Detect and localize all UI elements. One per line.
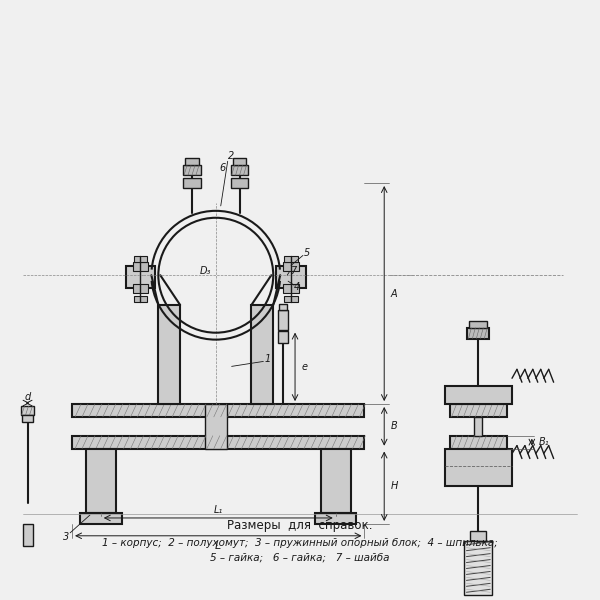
Bar	[183, 178, 201, 188]
Bar	[72, 404, 364, 417]
Bar	[278, 310, 288, 330]
Text: 4: 4	[294, 282, 300, 292]
Bar	[449, 436, 507, 449]
Bar	[284, 296, 298, 302]
Bar	[133, 262, 148, 271]
Bar	[283, 262, 299, 271]
Bar	[183, 165, 201, 175]
Bar	[449, 404, 507, 417]
Bar	[279, 304, 287, 310]
Bar	[467, 328, 489, 338]
Text: d: d	[25, 392, 31, 402]
Bar	[185, 158, 199, 165]
Text: Размеры  для  справок.: Размеры для справок.	[227, 520, 373, 532]
Bar	[125, 266, 155, 288]
Bar	[475, 417, 482, 436]
Text: A: A	[391, 289, 397, 299]
Text: 5: 5	[304, 248, 310, 259]
Bar	[80, 513, 122, 524]
Text: B₁: B₁	[538, 437, 549, 447]
Bar	[284, 256, 298, 262]
Text: B: B	[391, 421, 397, 431]
Bar	[469, 321, 487, 328]
Bar	[20, 406, 34, 415]
Text: 7: 7	[290, 266, 296, 276]
Text: 1 – корпус;  2 – полухомут;  3 – пружинный опорный блок;  4 – шпилька;: 1 – корпус; 2 – полухомут; 3 – пружинный…	[102, 538, 498, 548]
Bar	[278, 331, 288, 343]
Text: L: L	[215, 541, 221, 551]
Bar	[158, 305, 180, 404]
Text: D₃: D₃	[200, 266, 212, 276]
Text: 2: 2	[227, 151, 234, 161]
Bar	[22, 415, 34, 422]
Bar	[445, 386, 512, 404]
Bar	[134, 256, 148, 262]
Bar	[445, 449, 512, 486]
Bar	[72, 436, 364, 449]
Bar	[276, 266, 306, 288]
Bar	[470, 531, 486, 541]
Text: L₁: L₁	[214, 505, 223, 515]
Bar	[230, 165, 248, 175]
Text: H: H	[391, 481, 398, 491]
Bar	[205, 404, 227, 449]
Text: e: e	[302, 362, 308, 372]
Bar	[315, 513, 356, 524]
Bar	[230, 178, 248, 188]
Text: 3: 3	[63, 532, 70, 542]
Text: 6: 6	[220, 163, 226, 173]
Text: 1: 1	[264, 355, 271, 364]
Bar	[23, 524, 32, 546]
Bar	[86, 449, 116, 513]
Bar	[464, 541, 492, 595]
Bar	[321, 449, 350, 513]
Bar	[133, 284, 148, 293]
Bar	[283, 284, 299, 293]
Bar	[251, 305, 273, 404]
Bar	[233, 158, 247, 165]
Text: 5 – гайка;   6 – гайка;   7 – шайба: 5 – гайка; 6 – гайка; 7 – шайба	[210, 553, 390, 563]
Bar	[134, 296, 148, 302]
